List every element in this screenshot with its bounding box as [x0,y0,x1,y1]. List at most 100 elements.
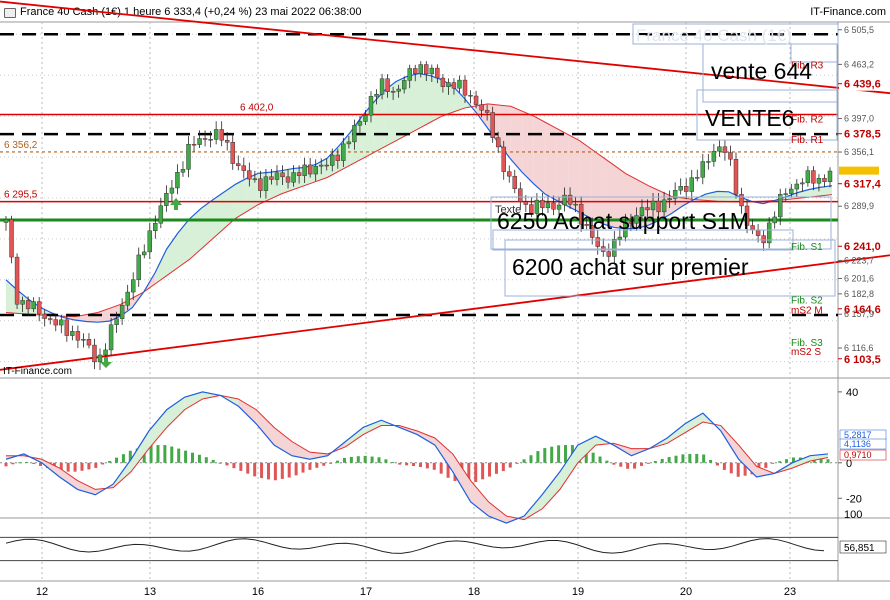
macd-bar [743,462,747,476]
macd-band [792,455,811,469]
annotation-texte[interactable]: Texte [495,204,522,216]
candle-body [330,154,335,166]
macd-bar [177,448,181,463]
macd-tick-label: 0 [846,458,852,470]
candle-body [20,300,25,305]
candle-body [125,291,130,306]
candle-body [573,203,578,206]
annotation-achat-support[interactable]: 6250 Achat support S1M [497,208,749,234]
annotation-vente-caps[interactable]: VENTE6 [705,105,795,131]
macd-bar [646,462,650,464]
macd-bar [702,454,706,463]
macd-band [559,445,578,490]
macd-band [59,468,78,490]
macd-bar [681,454,685,463]
candle-body [495,137,501,148]
candle-body [772,216,777,224]
fib-label: Fib. S3 [791,338,823,349]
macd-bar [508,462,512,468]
candle-body [175,172,180,189]
candle-body [413,68,418,75]
macd-bar [273,462,277,481]
candle-body [711,150,717,162]
candle-body [252,178,258,180]
macd-bar [550,446,554,463]
x-tick-label: 13 [144,586,156,598]
candle-body [25,300,31,310]
candle-body [241,165,246,171]
candle-body [778,194,783,218]
candle-body [650,200,656,211]
macd-bar [253,462,257,477]
macd-bar [232,462,236,469]
candle-body [805,170,811,184]
macd-bar [432,462,436,470]
candle-body [733,159,739,195]
candle-body [766,222,772,244]
macd-bar [260,462,264,479]
annotation-vente[interactable]: vente 644 [711,58,813,84]
candle-body [379,78,385,95]
candle-body [540,199,545,209]
osc-value-label: 56,851 [844,543,875,554]
ma-band [407,73,419,135]
candle-body [296,172,302,176]
candle-body [722,146,728,153]
candle-body [263,176,269,191]
macd-band [434,437,453,472]
macd-line [5,391,829,524]
ma-band [373,90,385,153]
ma-band [820,185,832,196]
candle-body [103,349,108,356]
macd-bar [425,462,429,469]
macd-bar [329,462,333,464]
candle-body [363,115,368,122]
candle-body [534,199,540,214]
candle-body [695,177,700,179]
annotation-box [504,239,836,297]
candle-body [656,200,661,213]
candle-body [418,64,423,75]
candle-body [285,176,291,183]
macd-bar [121,454,125,463]
ma-band [579,140,592,219]
annotation-achat-premier[interactable]: 6200 achat sur premier [512,254,749,280]
candle-body [280,172,285,178]
candle-body [368,96,374,116]
candle-body [457,79,462,89]
candle-body [617,236,623,240]
macd-bar [204,457,208,463]
macd-bar [715,462,719,466]
candle-body [518,188,523,202]
y-label-bg [839,176,889,191]
candle-body [628,221,634,224]
candle-body [59,319,64,326]
macd-bar [308,462,312,470]
candle-body [341,143,346,161]
y-tick-label: 6 356,1 [844,147,874,157]
chart-icon[interactable] [4,8,16,18]
candle-body [484,110,490,113]
macd-bar [729,462,733,474]
candle-body [761,235,766,244]
macd-bar [494,462,498,474]
macd-bar [605,460,609,463]
macd-bar [529,455,533,463]
trend-line [0,0,890,95]
candle-body [230,142,235,164]
ma-band [499,105,511,160]
macd-bar [197,454,201,463]
macd-band [131,430,149,472]
candle-body [816,178,822,184]
candle-body [64,319,70,336]
macd-tick-label: -20 [846,493,862,505]
candle-body [191,143,197,146]
annotation-box [632,23,839,45]
macd-bar [474,462,478,483]
y-tick-label: 6 103,5 [844,354,881,366]
y-tick-label: 6 182,8 [844,289,874,299]
candle-body [556,204,562,210]
fib-label: mS2 M [791,305,823,316]
macd-bar [87,462,91,470]
